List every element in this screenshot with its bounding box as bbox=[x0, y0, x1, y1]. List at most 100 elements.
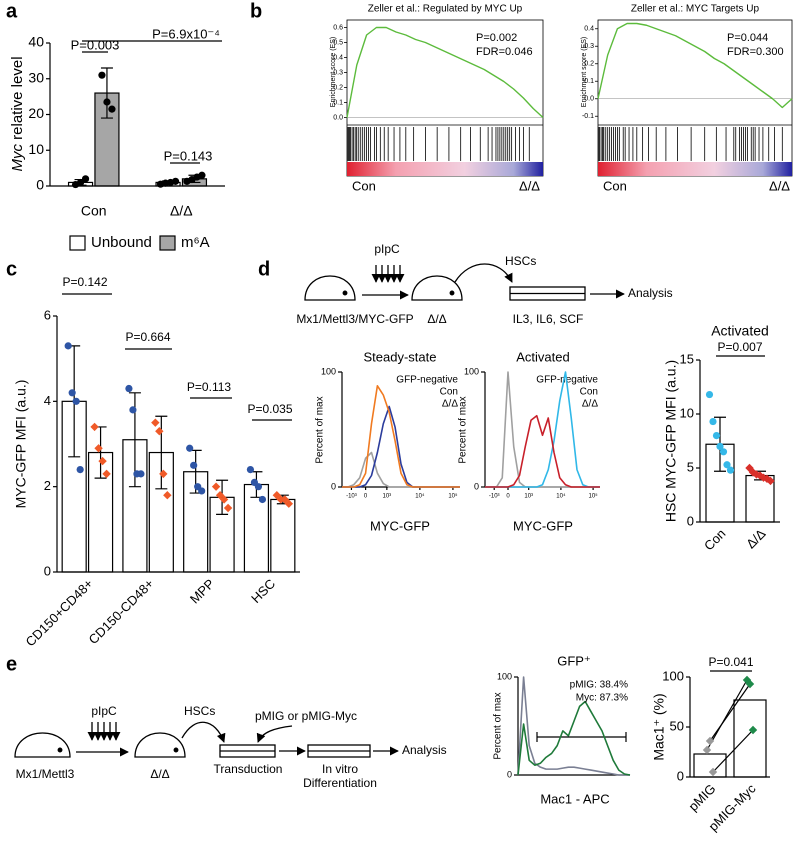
arrow bbox=[181, 721, 226, 743]
data-point bbox=[72, 397, 80, 405]
end-label: Con bbox=[603, 178, 627, 193]
x-axis-label: MYC-GFP bbox=[370, 518, 430, 533]
y-tick-label: 2 bbox=[44, 478, 51, 493]
pair-line bbox=[709, 683, 751, 742]
y-tick-label: 0.2 bbox=[584, 61, 594, 68]
gate bbox=[536, 732, 627, 742]
bar bbox=[270, 498, 296, 573]
y-tick-label: 0.3 bbox=[333, 69, 343, 76]
data-point bbox=[211, 482, 221, 491]
x-tick-label: -10³ bbox=[346, 494, 357, 500]
data-point bbox=[712, 432, 721, 440]
y-axis-label: MYC-GFP MFI (a.u.) bbox=[13, 380, 29, 509]
y-tick-label: 0 bbox=[677, 768, 684, 783]
rank-gradient bbox=[598, 162, 792, 176]
error-bar bbox=[100, 67, 113, 119]
chart-title: GFP⁺ bbox=[557, 653, 591, 668]
legend-label: pMIG: 38.4% bbox=[570, 680, 628, 691]
diagram-text: In vitro bbox=[322, 762, 358, 776]
panel-label: e bbox=[6, 653, 17, 675]
x-tick-label: 10⁵ bbox=[448, 493, 458, 500]
y-axis-label: Percent of max bbox=[315, 396, 326, 463]
x-tick-label: Con bbox=[81, 203, 107, 219]
pair-line bbox=[712, 729, 754, 773]
x-tick-label: 10⁴ bbox=[556, 493, 566, 500]
mouse-eye bbox=[342, 290, 348, 296]
x-tick-label: Δ/Δ bbox=[170, 203, 193, 219]
diagram-text: Δ/Δ bbox=[427, 312, 446, 326]
y-tick-label: 0.0 bbox=[584, 96, 594, 103]
y-tick-label: 100 bbox=[464, 366, 479, 376]
mouse-icon bbox=[14, 732, 71, 758]
arrow bbox=[454, 263, 513, 283]
diagram-text: Analysis bbox=[628, 286, 673, 300]
p-value: P=0.113 bbox=[187, 380, 231, 394]
y-axis-label: Mac1⁺ (%) bbox=[651, 693, 667, 760]
diagram-text: IL3, IL6, SCF bbox=[513, 312, 584, 326]
y-tick-label: 0.3 bbox=[584, 43, 594, 50]
mouse-icon bbox=[411, 275, 463, 301]
p-value: P=0.143 bbox=[164, 148, 213, 163]
data-point bbox=[98, 456, 107, 466]
data-point bbox=[76, 466, 84, 474]
rank-gradient bbox=[347, 162, 543, 176]
y-tick-label: 0 bbox=[507, 769, 512, 779]
data-point bbox=[258, 495, 267, 504]
data-point bbox=[284, 499, 294, 508]
diagram-text: HSCs bbox=[505, 254, 536, 268]
y-tick-label: 100 bbox=[497, 671, 512, 681]
panel-label: d bbox=[258, 258, 270, 280]
y-tick-label: 100 bbox=[662, 668, 684, 683]
y-tick-label: 10 bbox=[28, 141, 44, 157]
x-axis-label: Mac1 - APC bbox=[540, 791, 609, 806]
data-point bbox=[219, 495, 229, 504]
legend-label: Δ/Δ bbox=[582, 399, 598, 410]
y-tick-label: 0 bbox=[474, 481, 479, 491]
injection-arrows bbox=[371, 265, 405, 283]
data-point bbox=[198, 171, 206, 179]
legend-label: Unbound bbox=[91, 234, 152, 251]
end-label: Δ/Δ bbox=[519, 178, 540, 193]
data-point bbox=[726, 466, 735, 474]
legend-label: GFP-negative bbox=[396, 375, 458, 386]
y-tick-label: 6 bbox=[44, 307, 51, 322]
y-tick-label: 0.2 bbox=[333, 84, 343, 91]
arrow bbox=[256, 725, 293, 743]
y-tick-label: 0.4 bbox=[333, 54, 343, 61]
y-tick-label: 0 bbox=[687, 513, 694, 528]
y-axis-label-italic: Myc bbox=[9, 144, 26, 172]
y-tick-label: 0 bbox=[36, 177, 44, 193]
annotation: P=0.044 bbox=[727, 32, 768, 44]
end-label: Δ/Δ bbox=[769, 178, 790, 193]
data-point bbox=[76, 178, 85, 187]
data-point bbox=[223, 503, 233, 513]
data-point bbox=[102, 469, 111, 479]
data-point bbox=[90, 422, 99, 432]
y-axis-label: Percent of max bbox=[458, 396, 469, 463]
panel-label: a bbox=[6, 0, 18, 22]
chart-title: Activated bbox=[711, 323, 769, 339]
diagram-text: Mx1/Mettl3 bbox=[16, 767, 75, 781]
y-tick-label: 0 bbox=[44, 563, 51, 578]
diagram-text: pMIG or pMIG-Myc bbox=[255, 709, 357, 723]
x-tick-label: 0 bbox=[364, 494, 368, 500]
x-tick-label: 10³ bbox=[524, 494, 533, 500]
y-tick-label: 30 bbox=[28, 69, 44, 85]
y-tick-label: 100 bbox=[321, 366, 336, 376]
panel-label: c bbox=[6, 258, 17, 280]
diagram-text: pIpC bbox=[91, 704, 117, 718]
data-point bbox=[171, 177, 180, 185]
x-tick-label: MPP bbox=[187, 576, 218, 607]
data-point bbox=[705, 390, 714, 399]
diagram-text: pIpC bbox=[374, 242, 400, 256]
data-point bbox=[108, 105, 116, 113]
y-axis-label: HSC MYC-GFP MFI (a.u.) bbox=[663, 360, 679, 522]
x-tick-label: 0 bbox=[506, 494, 510, 500]
x-tick-label: Δ/Δ bbox=[743, 526, 769, 552]
y-tick-label: 15 bbox=[680, 351, 694, 366]
series-line bbox=[342, 385, 460, 488]
legend-swatch bbox=[69, 235, 86, 251]
diagram-text: Δ/Δ bbox=[150, 767, 169, 781]
mouse-eye bbox=[449, 290, 455, 296]
